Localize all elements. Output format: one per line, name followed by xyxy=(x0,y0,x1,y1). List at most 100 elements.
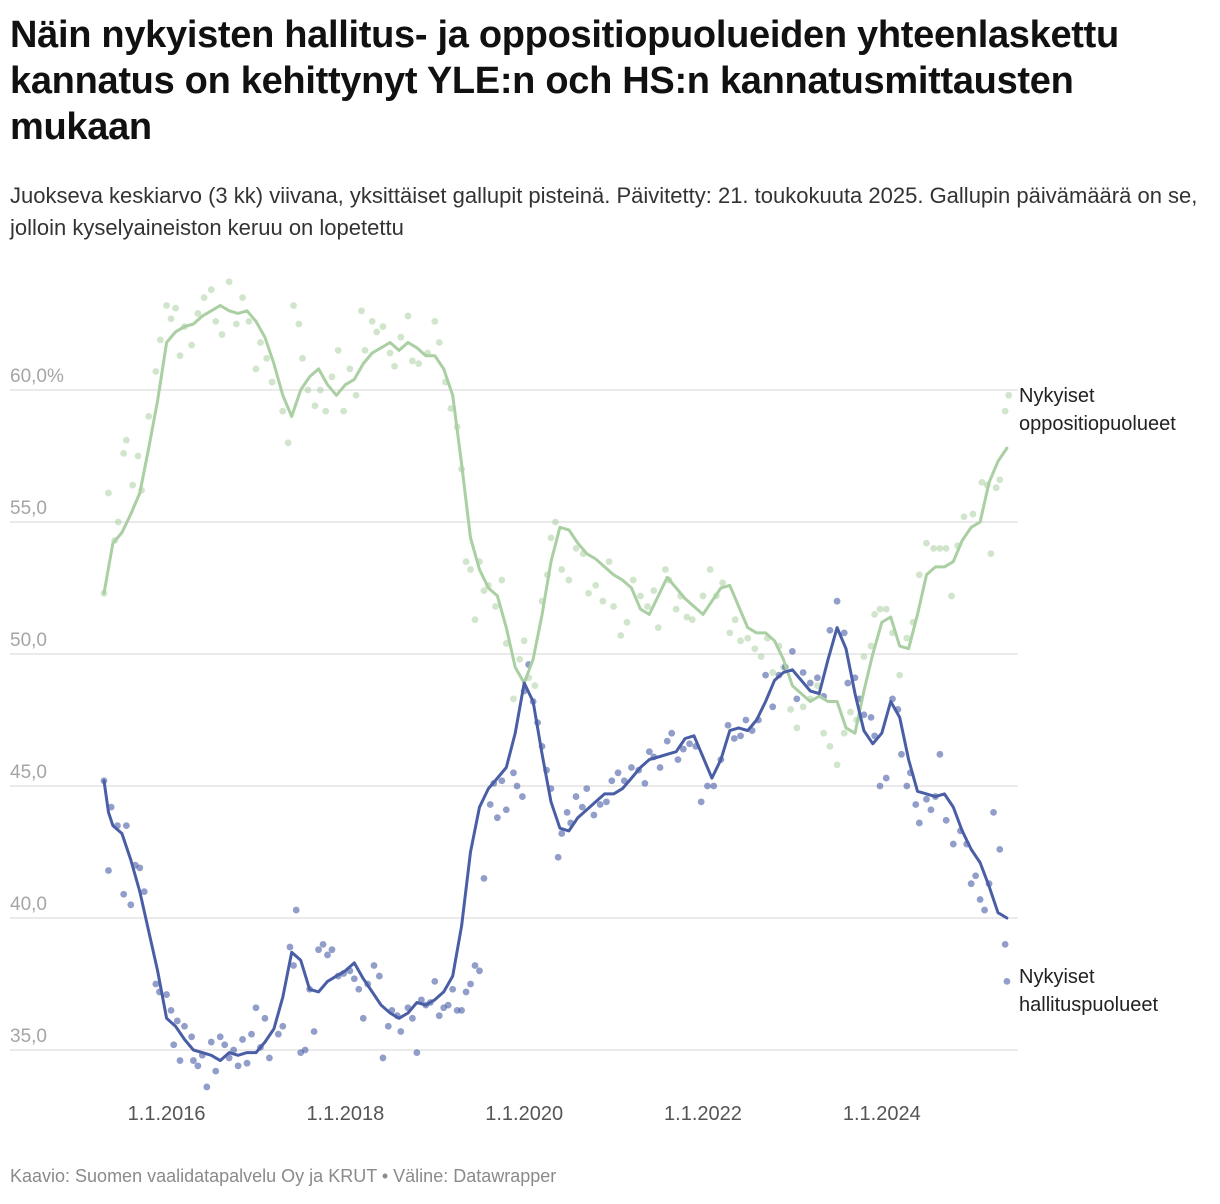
poll-point xyxy=(978,479,986,486)
poll-point xyxy=(663,737,671,745)
poll-point xyxy=(230,1046,238,1054)
x-tick-label: 1.1.2016 xyxy=(128,1103,206,1125)
poll-point xyxy=(279,1022,287,1030)
poll-point xyxy=(603,798,610,806)
poll-point xyxy=(263,354,271,362)
poll-point xyxy=(608,777,616,785)
poll-point xyxy=(140,888,148,895)
poll-point xyxy=(480,875,488,882)
poll-point xyxy=(867,642,875,650)
poll-point xyxy=(679,745,687,753)
poll-point xyxy=(552,518,559,526)
poll-point xyxy=(299,354,306,362)
poll-point xyxy=(654,624,662,631)
poll-point xyxy=(359,1014,367,1022)
poll-point xyxy=(987,550,995,558)
poll-point xyxy=(261,1014,269,1022)
poll-point xyxy=(590,811,598,819)
poll-point xyxy=(903,634,911,642)
poll-point xyxy=(1003,977,1011,985)
poll-point xyxy=(120,449,128,457)
poll-point xyxy=(628,764,635,771)
poll-point xyxy=(731,616,739,624)
poll-point xyxy=(706,566,714,573)
poll-point xyxy=(724,721,732,729)
poll-point xyxy=(370,962,378,969)
poll-point xyxy=(637,592,644,600)
poll-point xyxy=(860,653,868,661)
poll-point xyxy=(122,436,130,444)
poll-point xyxy=(814,682,821,690)
poll-point xyxy=(629,576,637,584)
poll-point xyxy=(563,809,571,816)
poll-point xyxy=(1005,391,1013,399)
poll-point xyxy=(996,476,1004,484)
series-label: Nykyiset hallituspuolueet xyxy=(1019,966,1158,1016)
poll-point xyxy=(252,365,260,373)
poll-point xyxy=(120,890,128,898)
y-tick-label: 50,0 xyxy=(10,630,47,651)
poll-point xyxy=(404,312,412,320)
poll-point xyxy=(415,360,423,367)
poll-point xyxy=(565,576,573,584)
poll-point xyxy=(279,407,287,415)
poll-point xyxy=(948,592,955,600)
poll-point xyxy=(409,357,416,365)
poll-point xyxy=(662,566,669,573)
poll-point xyxy=(833,761,841,769)
poll-point xyxy=(697,798,705,806)
poll-point xyxy=(710,782,718,790)
poll-point xyxy=(167,1007,175,1014)
poll-point xyxy=(751,645,759,653)
poll-point xyxy=(181,1022,188,1030)
poll-point xyxy=(435,1012,443,1020)
poll-point xyxy=(471,962,479,969)
poll-point xyxy=(719,579,727,587)
poll-point xyxy=(704,782,711,790)
poll-point xyxy=(431,977,439,985)
poll-point xyxy=(207,286,215,294)
poll-point xyxy=(431,317,439,325)
poll-point xyxy=(170,1041,178,1049)
series-label-line: Nykyiset xyxy=(1019,966,1095,988)
poll-point xyxy=(252,1004,260,1012)
poll-point xyxy=(245,317,253,325)
poll-point xyxy=(493,814,501,822)
poll-point xyxy=(516,655,524,663)
poll-point xyxy=(216,1033,224,1041)
y-tick-label: 35,0 xyxy=(10,1026,47,1047)
poll-point xyxy=(942,816,950,824)
poll-point xyxy=(368,317,376,325)
poll-point xyxy=(471,616,479,624)
poll-point xyxy=(896,671,904,679)
poll-point xyxy=(976,896,984,903)
poll-point xyxy=(688,616,696,624)
poll-point xyxy=(105,489,112,497)
poll-point xyxy=(969,510,977,518)
poll-point xyxy=(737,732,744,740)
poll-point xyxy=(243,1059,251,1067)
poll-point xyxy=(173,1017,181,1025)
poll-point xyxy=(194,310,202,317)
series-label-line: hallituspuolueet xyxy=(1019,994,1158,1016)
poll-point xyxy=(134,452,142,460)
chart-footer: Kaavio: Suomen vaalidatapalvelu Oy ja KR… xyxy=(10,1166,557,1186)
poll-point xyxy=(623,618,631,626)
poll-point xyxy=(476,967,483,975)
series-label-line: Nykyiset xyxy=(1019,385,1095,407)
poll-point xyxy=(136,864,144,872)
poll-point xyxy=(826,743,834,750)
poll-point xyxy=(234,1062,242,1070)
poll-point xyxy=(239,1036,246,1043)
poll-point xyxy=(221,1041,229,1049)
poll-point xyxy=(375,972,383,980)
poll-point xyxy=(290,962,297,969)
gridlines xyxy=(10,389,1018,1051)
poll-point xyxy=(225,278,233,286)
chart-subtitle: Juokseva keskiarvo (3 kk) viivana, yksit… xyxy=(10,183,1198,240)
poll-point xyxy=(284,439,292,447)
poll-point xyxy=(152,980,160,988)
poll-point xyxy=(599,597,607,605)
poll-point xyxy=(207,1038,215,1046)
poll-point xyxy=(248,1030,255,1038)
